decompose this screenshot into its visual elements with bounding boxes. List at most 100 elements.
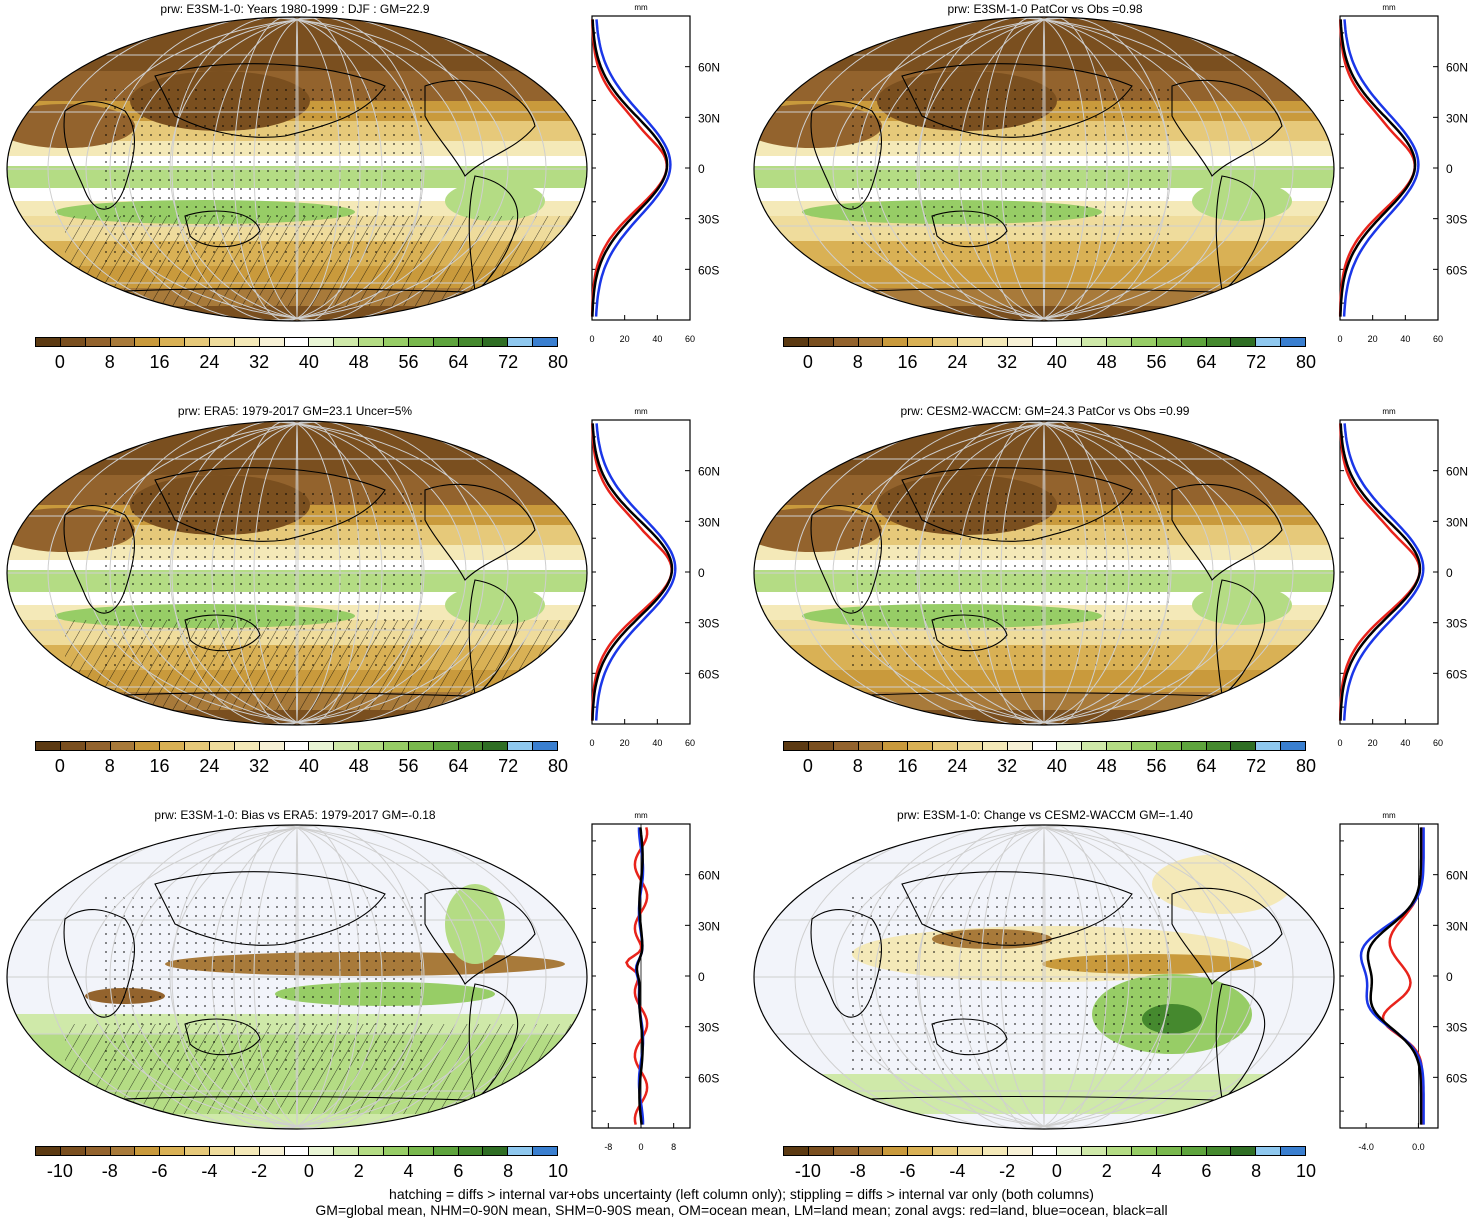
colorbar-tick-label: 10 <box>1295 1161 1317 1181</box>
zonal-lat-label: 30N <box>698 515 720 529</box>
zonal-lat-label: 60S <box>698 1071 719 1085</box>
zonal-average-plot: mm 60N 30N 0 30S 60S 0 20 40 60 <box>1337 407 1468 748</box>
colorbar-swatch <box>982 1147 1008 1155</box>
zonal-x-tick-label: 20 <box>1368 334 1378 344</box>
colorbar-tick-label: 32 <box>997 756 1018 776</box>
colorbar-swatch <box>508 742 534 750</box>
colorbar-tick-label: 8 <box>104 756 115 776</box>
colorbar-tick-label: -2 <box>251 1161 268 1181</box>
zonal-lat-label: 60S <box>1446 263 1467 277</box>
colorbar-labels: 0 8 16 24 32 40 48 56 64 72 80 <box>783 352 1316 374</box>
zonal-average-plot: mm 60N 30N 0 30S 60S -4.0 0.0 <box>1339 811 1468 1152</box>
colorbar-tick-label: 56 <box>1146 756 1167 776</box>
colorbar-tick-label: 72 <box>1246 352 1267 372</box>
zonal-lat-label: 60N <box>698 869 720 883</box>
colorbar-swatch <box>1007 742 1033 750</box>
colorbar-tick-label: 0 <box>1051 1161 1062 1181</box>
colorbar-swatch <box>1181 1147 1207 1155</box>
colorbar-tick-label: 72 <box>498 756 519 776</box>
colorbar-swatch <box>384 1147 409 1155</box>
colorbar-swatch <box>234 742 260 750</box>
colorbar-swatch <box>458 338 484 346</box>
colorbar-swatch <box>1181 742 1207 750</box>
colorbar-swatch <box>1032 742 1058 750</box>
colorbar-labels: 0 8 16 24 32 40 48 56 64 72 80 <box>35 756 568 778</box>
zonal-series-line <box>1359 827 1425 1125</box>
colorbar-tick-label: 24 <box>947 352 968 372</box>
colorbar-swatch <box>135 1147 161 1155</box>
colorbar-swatch <box>1256 1147 1282 1155</box>
zonal-lat-label: 0 <box>698 970 705 984</box>
zonal-x-tick-label: 0.0 <box>1412 1142 1425 1152</box>
zonal-series-line <box>1381 827 1424 1125</box>
colorbar-swatch <box>1057 338 1083 346</box>
zonal-x-tick-label: 0 <box>1337 738 1342 748</box>
colorbar-swatch <box>309 1147 335 1155</box>
colorbar-swatch <box>1281 1147 1306 1155</box>
colorbar-swatch <box>1206 742 1232 750</box>
zonal-lat-label: 60S <box>1446 1071 1467 1085</box>
zonal-x-tick-label: 40 <box>1400 738 1410 748</box>
colorbar-swatch <box>36 742 61 750</box>
colorbar-swatch <box>784 1147 809 1155</box>
colorbar-tick-label: 10 <box>547 1161 569 1181</box>
colorbar-tick-label: 80 <box>1295 352 1317 372</box>
zonal-x-tick-label: 0 <box>638 1142 643 1152</box>
colorbar-swatch <box>958 1147 983 1155</box>
map-title: prw: E3SM-1-0: Bias vs ERA5: 1979-2017 G… <box>154 808 436 822</box>
colorbar-swatch <box>833 742 859 750</box>
world-map <box>6 420 588 726</box>
colorbar-tick-label: 32 <box>997 352 1018 372</box>
colorbar-swatch <box>1281 742 1306 750</box>
zonal-lat-label: 30N <box>698 919 720 933</box>
colorbar-swatch <box>210 1147 235 1155</box>
colorbar-tick-label: 16 <box>149 756 170 776</box>
zonal-series-line <box>1339 423 1422 721</box>
world-map <box>6 16 588 322</box>
zonal-lat-label: 60N <box>1446 465 1468 479</box>
colorbar-labels: -10 -8 -6 -4 -2 0 2 4 6 8 10 <box>783 1161 1316 1183</box>
colorbar-tick-label: 48 <box>348 352 369 372</box>
colorbar-tick-label: 0 <box>54 352 65 372</box>
zonal-x-tick-label: 60 <box>685 738 695 748</box>
zonal-series-line <box>591 19 669 317</box>
colorbar-swatch <box>833 1147 859 1155</box>
colorbar-swatch <box>1132 338 1157 346</box>
colorbar-swatch <box>1231 1147 1257 1155</box>
colorbar-swatch <box>309 338 335 346</box>
zonal-average-plot: mm 60N 30N 0 30S 60S 0 20 40 60 <box>589 407 720 748</box>
zonal-lat-label: 0 <box>698 566 705 580</box>
zonal-x-tick-label: 20 <box>620 738 630 748</box>
colorbar-swatch <box>1206 1147 1232 1155</box>
colorbar-swatch <box>384 338 409 346</box>
colorbar-swatch <box>1231 742 1257 750</box>
map-title: prw: CESM2-WACCM: GM=24.3 PatCor vs Obs … <box>900 404 1190 418</box>
colorbar-swatch <box>85 338 111 346</box>
colorbar-swatch <box>784 338 809 346</box>
colorbar-swatch <box>1007 338 1033 346</box>
colorbar <box>783 1146 1306 1156</box>
zonal-x-tick-label: -8 <box>604 1142 612 1152</box>
colorbar-swatch <box>359 1147 385 1155</box>
colorbar-swatch <box>833 338 859 346</box>
colorbar-swatch <box>1281 338 1306 346</box>
zonal-series-line <box>635 827 644 1125</box>
colorbar-swatch <box>933 1147 959 1155</box>
colorbar-swatch <box>284 742 310 750</box>
colorbar-swatch <box>508 1147 534 1155</box>
footer-note-line2: GM=global mean, NHM=0-90N mean, SHM=0-90… <box>315 1202 1168 1218</box>
zonal-series-line <box>1339 19 1417 317</box>
zonal-unit-label: mm <box>1382 407 1396 416</box>
zonal-lat-label: 60S <box>1446 667 1467 681</box>
colorbar-tick-label: 80 <box>1295 756 1317 776</box>
zonal-lat-label: 30N <box>1446 111 1468 125</box>
zonal-x-tick-label: 0 <box>589 334 594 344</box>
colorbar-swatch <box>533 338 558 346</box>
zonal-x-tick-label: 20 <box>620 334 630 344</box>
zonal-lat-label: 60N <box>698 61 720 75</box>
colorbar-tick-label: 72 <box>1246 756 1267 776</box>
zonal-x-tick-label: 60 <box>685 334 695 344</box>
world-map <box>753 420 1335 726</box>
colorbar-tick-label: 8 <box>104 352 115 372</box>
zonal-x-tick-label: -4.0 <box>1358 1142 1374 1152</box>
